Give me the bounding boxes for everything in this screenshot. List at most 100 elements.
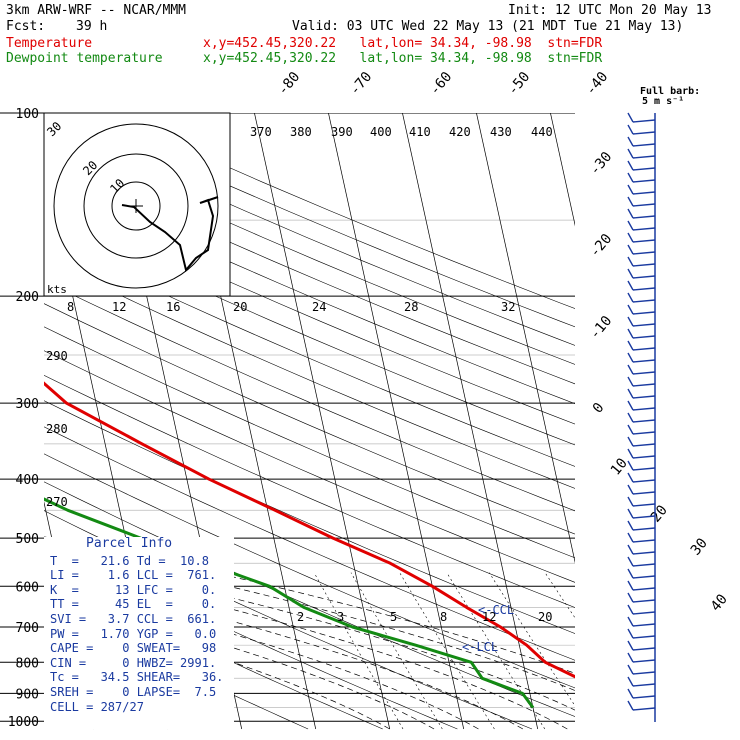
forecast-hours: 39 h xyxy=(76,19,108,34)
hodograph-ring xyxy=(53,123,219,289)
pressure-label: 900 xyxy=(16,687,39,702)
isotherm-label: 40 xyxy=(708,591,731,614)
wind-barb xyxy=(627,604,656,615)
pressure-label: 600 xyxy=(16,580,39,595)
temperature-location: x,y=452.45,320.22 lat,lon= 34.34, -98.98… xyxy=(203,36,603,51)
mixing-ratio-top-label: 20 xyxy=(233,300,247,314)
wind-barb xyxy=(627,328,656,339)
wind-barb xyxy=(627,352,656,363)
isotherm-label: 10 xyxy=(608,455,631,478)
wind-barb xyxy=(627,532,656,543)
theta-label: 430 xyxy=(490,125,512,139)
theta-label: 400 xyxy=(370,125,392,139)
dry-adiabat xyxy=(44,400,575,634)
pressure-label: 700 xyxy=(16,621,39,636)
mixing-ratio-line xyxy=(350,572,443,730)
mixing-ratio-label: 2 xyxy=(297,610,304,624)
isotherm-line xyxy=(254,113,391,730)
isotherm-label: 0 xyxy=(590,400,608,417)
dry-adiabat xyxy=(44,237,575,467)
isotherm-label: -80 xyxy=(275,69,304,99)
wind-barb xyxy=(627,316,656,327)
wind-barb xyxy=(627,412,656,423)
wind-barb xyxy=(627,160,656,171)
theta-label: 440 xyxy=(531,125,553,139)
isotherm-label: -20 xyxy=(587,231,616,261)
isotherm-line xyxy=(402,113,539,730)
mixing-ratio-label: 8 xyxy=(440,610,447,624)
mixing-ratio-label: 20 xyxy=(538,610,552,624)
isotherm-label: -30 xyxy=(587,149,616,179)
parcel-info-panel: Parcel Info T = 21.6 Td = 10.8 LI = 1.6 L… xyxy=(44,536,234,729)
wind-barb xyxy=(627,172,656,183)
theta-label: 380 xyxy=(290,125,312,139)
wind-barb xyxy=(627,232,656,243)
wind-barb xyxy=(627,136,656,147)
theta-label: 370 xyxy=(250,125,272,139)
theta-label-left: 280 xyxy=(46,422,68,436)
wind-barb xyxy=(627,400,656,411)
mixing-ratio-line xyxy=(544,572,575,619)
wind-barb xyxy=(627,568,656,579)
wind-barb xyxy=(627,244,656,255)
isotherm-line xyxy=(476,113,575,564)
theta-label: 390 xyxy=(331,125,353,139)
wind-barb xyxy=(627,376,656,387)
mixing-ratio-line xyxy=(489,572,575,707)
theta-label: 410 xyxy=(409,125,431,139)
pressure-label: 1000 xyxy=(8,715,39,730)
isotherm-label: -70 xyxy=(347,69,376,99)
dewpoint-location: x,y=452.45,320.22 lat,lon= 34.34, -98.98… xyxy=(203,51,603,66)
wind-barb xyxy=(627,652,656,663)
moist-adiabat xyxy=(44,536,575,674)
wind-barb xyxy=(627,256,656,267)
wind-barb xyxy=(627,472,656,483)
mixing-ratio-top-label: 8 xyxy=(67,300,74,314)
ccl-annotation: <-CCL xyxy=(478,603,514,617)
parcel-info-row: LI = 1.6 LCL = 761. xyxy=(50,568,217,583)
parcel-info-row: SVI = 3.7 CCL = 661. xyxy=(50,611,217,626)
wind-barb xyxy=(627,580,656,591)
mixing-ratio-label: 12 xyxy=(482,610,496,624)
hodograph-ring xyxy=(111,181,161,231)
dry-adiabat xyxy=(44,571,383,730)
isotherm-label: -60 xyxy=(427,69,456,99)
wind-barb xyxy=(627,220,656,231)
mixing-ratio-line xyxy=(446,572,546,730)
parcel-info-title: Parcel Info xyxy=(86,536,173,551)
isotherm-line xyxy=(328,113,465,730)
parcel-rows: T = 21.6 Td = 10.8 LI = 1.6 LCL = 761. K =… xyxy=(44,554,234,715)
dry-adiabat xyxy=(44,137,575,365)
wind-barb xyxy=(627,688,656,699)
lcl-annotation: <-LCL xyxy=(462,640,498,654)
wind-barb xyxy=(627,664,656,675)
mixing-ratio-top-label: 24 xyxy=(312,300,326,314)
wind-barb xyxy=(627,448,656,459)
wind-barb xyxy=(627,496,656,507)
mixing-ratio-label: 3 xyxy=(337,610,344,624)
theta-label: 420 xyxy=(449,125,471,139)
hodograph-frame xyxy=(43,112,231,297)
wind-barb xyxy=(627,436,656,447)
parcel-info-row: Tc = 34.5 SHEAR= 36. xyxy=(50,670,224,685)
wind-barb xyxy=(627,388,656,399)
pressure-label: 800 xyxy=(16,656,39,671)
isotherm-label: -40 xyxy=(583,69,612,99)
mixing-ratio-line xyxy=(583,573,691,729)
wind-barb xyxy=(627,148,656,159)
mixing-ratio-top-label: 12 xyxy=(112,300,126,314)
parcel-info-row: K = 13 LFC = 0. xyxy=(50,582,217,597)
isotherm-label: 30 xyxy=(688,535,711,558)
wind-barb xyxy=(627,268,656,279)
wind-barb xyxy=(627,640,656,651)
wind-barb xyxy=(627,124,656,135)
temperature-profile xyxy=(44,381,575,679)
wind-barb xyxy=(627,556,656,567)
isotherm-line xyxy=(550,113,575,227)
isotherm-label: -50 xyxy=(505,69,534,99)
wind-barb xyxy=(627,628,656,639)
dry-adiabat xyxy=(44,374,575,608)
isotherm-line xyxy=(0,113,20,729)
wind-barbs xyxy=(627,112,656,722)
wind-barb xyxy=(627,508,656,519)
